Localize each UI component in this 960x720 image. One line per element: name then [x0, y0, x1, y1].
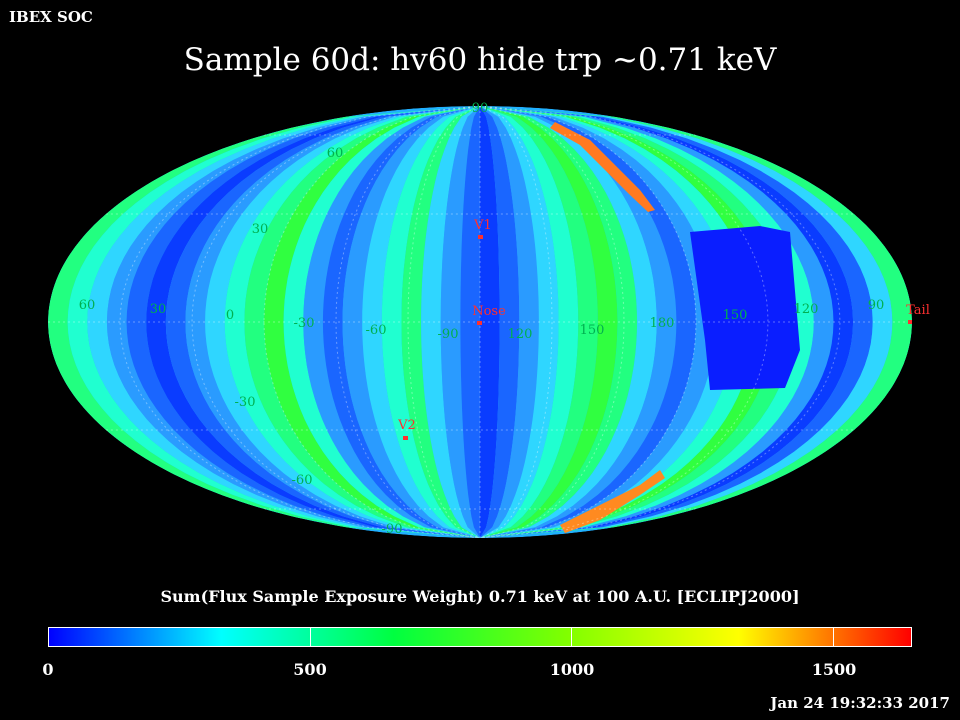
lon-label: -60	[366, 323, 387, 338]
colorbar-title: Sum(Flux Sample Exposure Weight) 0.71 ke…	[160, 587, 800, 606]
high-flux-ribbon	[550, 122, 655, 212]
flux-band	[362, 106, 480, 538]
lon-label: 150	[580, 323, 605, 338]
lon-label: 60	[79, 298, 96, 313]
meridian-line	[479, 106, 625, 538]
meridian-line	[479, 106, 697, 538]
marker-label-tail: Tail	[906, 303, 930, 318]
flux-band	[440, 106, 480, 538]
colorbar-label: 1000	[549, 660, 595, 679]
marker-label-nose: Nose	[472, 304, 506, 319]
map-grid-labels: 60 30 0 -30 -60 -90 120 150 180 150 120 …	[79, 101, 885, 537]
colorbar-tick	[310, 628, 312, 647]
colorbar-label: 0	[42, 660, 54, 679]
marker-tail	[908, 320, 912, 324]
map-markers: V1 Nose V2 Tail	[397, 218, 930, 440]
marker-v2	[403, 436, 408, 440]
marker-label-v1: V1	[473, 218, 492, 233]
flux-band	[480, 106, 539, 538]
flux-band	[480, 106, 618, 538]
flux-band	[381, 106, 480, 538]
lon-label: 30	[150, 302, 167, 317]
map-flux-bands	[48, 106, 912, 538]
marker-v1	[478, 235, 483, 239]
lat-label: -30	[235, 395, 256, 410]
timestamp: Jan 24 19:32:33 2017	[770, 694, 950, 712]
colorbar	[48, 627, 912, 647]
meridian-line	[335, 106, 481, 538]
flux-band	[480, 106, 579, 538]
lat-label: 90	[472, 101, 489, 116]
meridian-line	[191, 106, 481, 538]
low-flux-region	[690, 226, 800, 390]
marker-nose	[477, 321, 482, 325]
lon-label: -90	[438, 327, 459, 342]
flux-band	[480, 106, 500, 538]
flux-band	[460, 106, 480, 538]
colorbar-label: 500	[293, 660, 327, 679]
flux-band	[342, 106, 480, 538]
lon-label: 150	[723, 308, 748, 323]
meridian-line	[263, 106, 481, 538]
high-flux-ribbon	[560, 470, 665, 533]
lon-label: 90	[868, 298, 885, 313]
meridian-line	[479, 106, 769, 538]
lat-label: -90	[382, 522, 403, 537]
header-label: IBEX SOC	[9, 8, 93, 26]
flux-band	[401, 106, 480, 538]
lon-label: 180	[650, 316, 675, 331]
marker-label-v2: V2	[397, 418, 416, 433]
colorbar-label: 1500	[811, 660, 857, 679]
meridian-line	[479, 106, 841, 538]
plot-title: Sample 60d: hv60 hide trp ~0.71 keV	[183, 42, 777, 78]
meridian-line	[479, 106, 553, 538]
lon-label: 120	[794, 302, 819, 317]
lat-label: 30	[252, 222, 269, 237]
meridian-line	[119, 106, 481, 538]
colorbar-tick	[832, 628, 834, 647]
lat-label: 60	[327, 146, 344, 161]
flux-band	[480, 106, 598, 538]
lon-label: 120	[508, 327, 533, 342]
flux-band	[480, 106, 559, 538]
flux-band	[421, 106, 480, 538]
colorbar-tick	[571, 628, 573, 647]
flux-band	[480, 106, 520, 538]
meridian-line	[407, 106, 481, 538]
lon-label: -30	[294, 316, 315, 331]
lat-label: -60	[292, 473, 313, 488]
lon-label: 0	[226, 308, 234, 323]
